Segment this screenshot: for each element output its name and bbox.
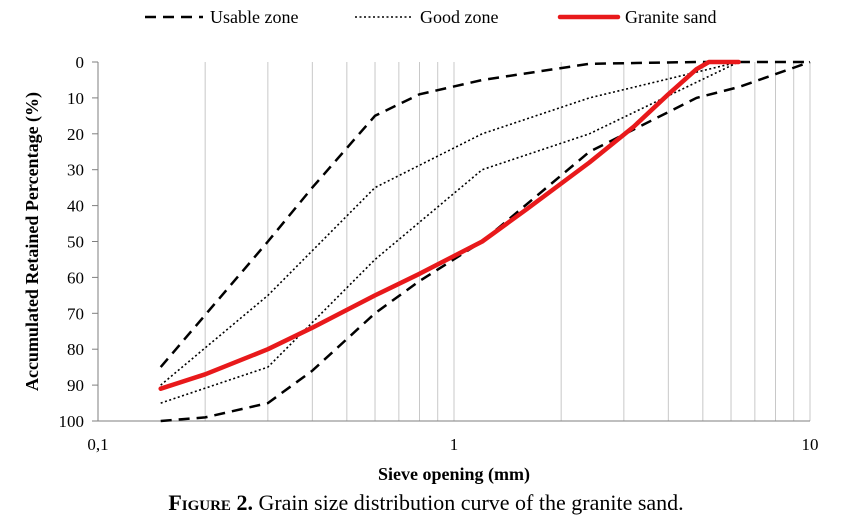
y-tick-label: 60 [67,268,84,287]
legend-label: Granite sand [625,7,716,27]
x-tick-label: 0,1 [87,435,108,454]
series-line-good-zone [160,61,739,386]
figure-label: Figure 2. [168,490,253,515]
x-tick-label: 10 [802,435,819,454]
series-line-granite-sand [158,59,741,391]
y-tick-label: 50 [67,233,84,252]
caption-text: Grain size distribution curve of the gra… [252,490,684,515]
y-tick-labels: 0 10 20 30 40 50 60 70 80 90 100 [59,53,85,431]
y-tick-label: 30 [67,161,84,180]
y-tick-label: 80 [67,340,84,359]
axes [92,61,810,422]
y-tick-label: 70 [67,304,84,323]
x-tick-labels: 0,1 1 10 [87,435,818,454]
y-tick-label: 90 [67,376,84,395]
legend-label: Usable zone [210,7,298,27]
y-tick-label: 20 [67,125,84,144]
legend: Usable zone Good zone Granite sand [145,7,716,27]
grid [97,62,811,421]
series-line-usable-zone [160,60,811,423]
series-line-good-zone [160,61,739,404]
y-tick-label: 0 [76,53,85,72]
series-group [158,59,811,423]
y-axis-title: Accumulated Retained Percentage (%) [22,92,43,391]
y-tick-label: 10 [67,89,84,108]
legend-label: Good zone [420,7,498,27]
figure-caption: Figure 2. Grain size distribution curve … [0,490,852,516]
y-tick-label: 40 [67,197,84,216]
series-line-usable-zone [159,60,810,368]
x-tick-label: 1 [450,435,459,454]
y-tick-label: 100 [59,412,85,431]
x-axis-title: Sieve opening (mm) [378,464,530,485]
